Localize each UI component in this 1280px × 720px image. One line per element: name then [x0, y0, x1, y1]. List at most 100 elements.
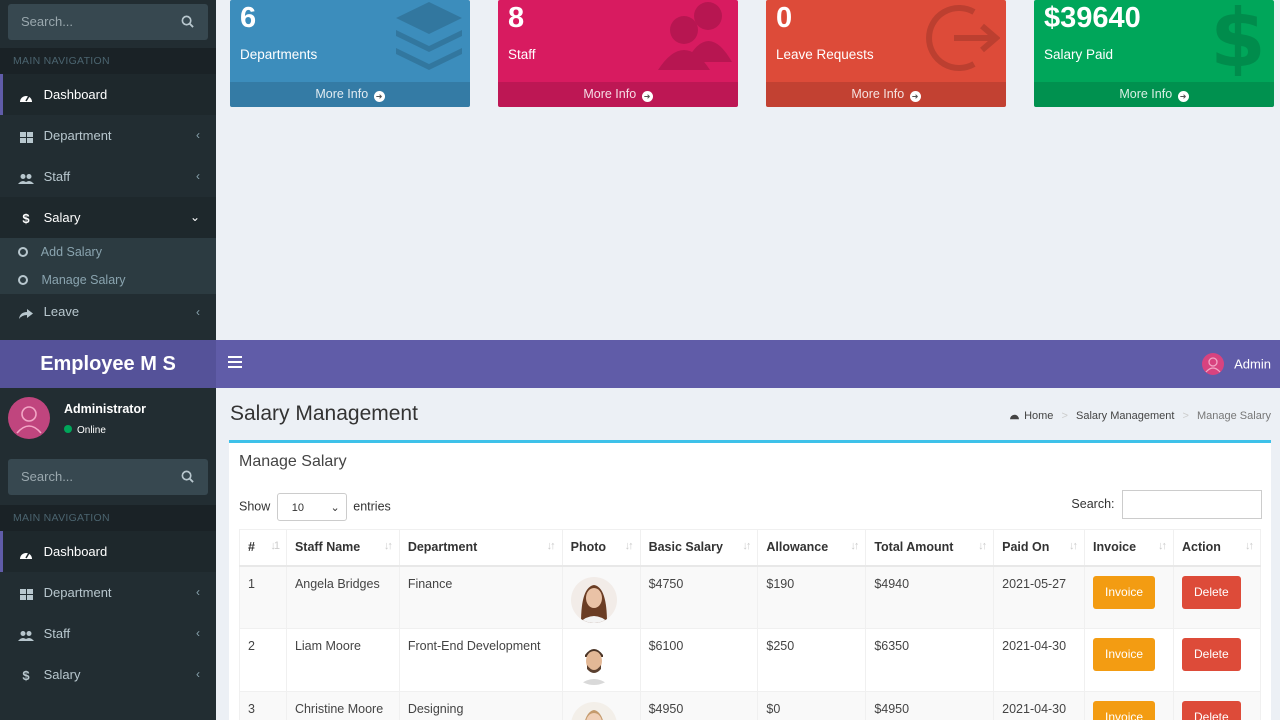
delete-button[interactable]: Delete: [1181, 575, 1241, 609]
stat-box-salary-paid: $39640 Salary Paid $ More Info ➜: [1034, 0, 1274, 107]
sidebar-item-label: Department: [43, 128, 112, 143]
sidebar-item-salary[interactable]: $ Salary ‹: [0, 654, 216, 695]
column-header-allowance[interactable]: Allowance ↓↑: [757, 529, 867, 567]
search-placeholder: Search...: [21, 469, 74, 484]
delete-button[interactable]: Delete: [1181, 701, 1241, 720]
cell-basic-salary: $4950: [639, 691, 759, 720]
staff-photo: [570, 702, 617, 720]
column-header-staff-name[interactable]: Staff Name ↓↑: [285, 529, 400, 567]
chevron-left-icon: ‹: [196, 128, 200, 142]
sidebar-item-department[interactable]: Department ‹: [0, 572, 216, 613]
more-info-label: More Info: [583, 87, 637, 101]
column-header-total-amount[interactable]: Total Amount ↓↑: [865, 529, 995, 567]
table-row: 1 Angela Bridges Finance $4750 $190 $494…: [239, 565, 1262, 629]
stat-box-leave-requests: 0 Leave Requests More Info ➜: [766, 0, 1006, 107]
cell-photo: [561, 628, 641, 692]
hamburger-menu-icon[interactable]: [228, 356, 242, 370]
chevron-left-icon: ‹: [196, 626, 200, 640]
stat-label: Salary Paid: [1044, 47, 1114, 62]
status-label: Online: [77, 425, 106, 436]
column-header-action[interactable]: Action ↓↑: [1172, 529, 1262, 567]
user-menu[interactable]: Admin: [1201, 353, 1271, 375]
header-label: Allowance: [766, 540, 829, 555]
column-header-photo[interactable]: Photo ↓↑: [561, 529, 641, 567]
sort-icon: ↓↑: [742, 540, 751, 552]
chevron-left-icon: ‹: [196, 585, 200, 599]
users-icon: [18, 614, 34, 655]
table-search-input[interactable]: [1122, 490, 1262, 519]
column-header-basic-salary[interactable]: Basic Salary ↓↑: [639, 529, 759, 567]
breadcrumb-salary-management[interactable]: Salary Management: [1075, 410, 1175, 422]
sidebar-item-staff[interactable]: Staff ‹: [0, 156, 216, 197]
sidebar-search-input[interactable]: Search...: [8, 4, 208, 40]
more-info-link[interactable]: More Info ➜: [230, 82, 470, 107]
cell-staff-name: Liam Moore: [285, 628, 400, 692]
salary-submenu: Add Salary Manage Salary: [0, 238, 216, 294]
delete-button[interactable]: Delete: [1181, 638, 1241, 671]
more-info-link[interactable]: More Info ➜: [1034, 82, 1274, 107]
column-header-department[interactable]: Department ↓↑: [398, 529, 563, 567]
invoice-button[interactable]: Invoice: [1093, 638, 1156, 671]
stat-box-departments: 6 Departments More Info ➜: [230, 0, 470, 107]
online-status: Online: [64, 425, 106, 436]
cell-total-amount: $4940: [865, 565, 995, 629]
dollar-icon: $: [1210, 0, 1266, 76]
entries-select[interactable]: 10 ⌄: [276, 493, 347, 521]
column-header-paid-on[interactable]: Paid On ↓↑: [993, 529, 1086, 567]
submenu-item-label: Manage Salary: [41, 273, 126, 287]
more-info-label: More Info: [1119, 87, 1173, 101]
cell-staff-name: Angela Bridges: [285, 565, 400, 629]
sidebar-search-input[interactable]: Search...: [8, 459, 208, 495]
cell-staff-name: Christine Moore: [285, 691, 400, 720]
sidebar-item-dashboard[interactable]: Dashboard: [0, 74, 216, 115]
invoice-button[interactable]: Invoice: [1093, 575, 1156, 609]
arrow-circle-right-icon: ➜: [1177, 91, 1189, 102]
cell-action: Delete: [1172, 565, 1262, 629]
chevron-down-icon: ⌄: [189, 210, 200, 224]
more-info-link[interactable]: More Info ➜: [766, 82, 1006, 107]
header-label: Basic Salary: [648, 540, 723, 555]
breadcrumb-home[interactable]: Home: [1024, 410, 1054, 422]
cell-action: Delete: [1172, 691, 1262, 720]
more-info-link[interactable]: More Info ➜: [498, 82, 738, 107]
search-icon[interactable]: [181, 15, 194, 28]
cell-paid-on: 2021-04-30: [993, 628, 1086, 692]
column-header-invoice[interactable]: Invoice ↓↑: [1084, 529, 1174, 567]
sidebar-item-salary[interactable]: $ Salary ⌄: [0, 197, 216, 238]
dashboard-icon: [18, 532, 34, 573]
breadcrumb: Home > Salary Management > Manage Salary: [1009, 410, 1271, 422]
column-header-number[interactable]: # ↓1: [239, 529, 287, 567]
sidebar-item-staff[interactable]: Staff ‹: [0, 613, 216, 654]
submenu-item-manage-salary[interactable]: Manage Salary: [0, 266, 216, 294]
main-sidebar: Administrator Online Search... MAIN NAVI…: [0, 388, 216, 720]
main-header: Employee M S Admin: [0, 340, 1280, 388]
app-logo[interactable]: Employee M S: [0, 340, 216, 388]
circle-icon: [18, 247, 28, 257]
chevron-left-icon: ‹: [196, 305, 200, 319]
breadcrumb-separator: >: [1182, 410, 1189, 422]
sidebar-item-label: Dashboard: [43, 544, 108, 559]
sidebar-item-dashboard[interactable]: Dashboard: [0, 531, 216, 572]
table-header-row: # ↓1 Staff Name ↓↑ Department ↓↑ Photo ↓↑ Ba…: [239, 529, 1262, 567]
sort-icon: ↓↑: [1157, 540, 1167, 552]
sidebar-item-leave[interactable]: Leave ‹: [0, 294, 216, 330]
stat-label: Staff: [508, 47, 536, 62]
cell-allowance: $250: [757, 628, 867, 692]
sidebar-item-label: Department: [43, 585, 112, 600]
sidebar-item-label: Dashboard: [43, 87, 108, 102]
users-icon: [18, 157, 34, 198]
sort-icon: ↓↑: [978, 540, 987, 552]
svg-text:$: $: [1210, 0, 1266, 76]
grid-icon: [18, 116, 34, 157]
arrow-circle-right-icon: ➜: [909, 91, 921, 102]
cell-number: 1: [239, 565, 287, 629]
show-label: Show: [239, 499, 271, 514]
submenu-item-add-salary[interactable]: Add Salary: [0, 238, 216, 266]
avatar: [8, 397, 50, 439]
circle-icon: [18, 275, 28, 285]
cell-total-amount: $4950: [865, 691, 995, 720]
sidebar-item-department[interactable]: Department ‹: [0, 115, 216, 156]
stat-box-staff: 8 Staff More Info ➜: [498, 0, 738, 107]
invoice-button[interactable]: Invoice: [1093, 701, 1156, 720]
search-icon[interactable]: [181, 470, 194, 483]
